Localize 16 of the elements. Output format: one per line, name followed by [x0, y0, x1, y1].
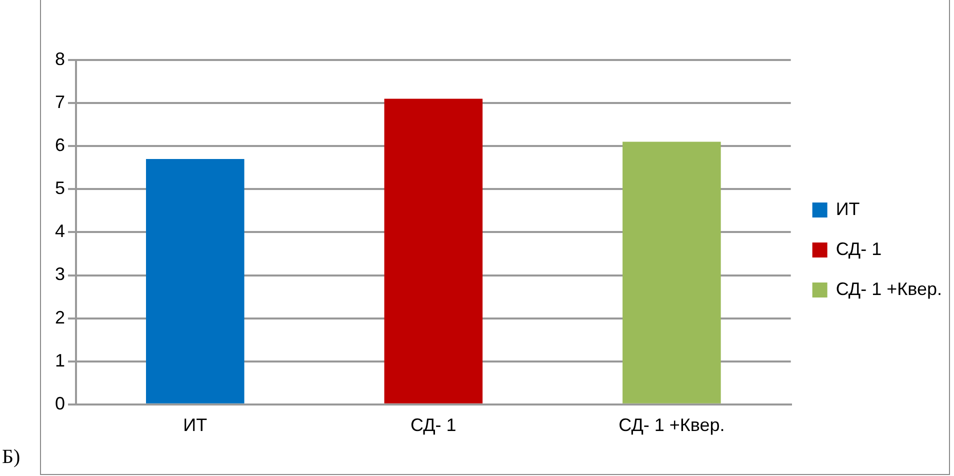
y-tick-label: 6	[54, 135, 66, 156]
legend-label: ИТ	[836, 198, 860, 219]
x-tick-label: СД- 1 +Квер.	[618, 415, 725, 436]
y-tick-label: 8	[54, 48, 66, 69]
legend-label: СД- 1 +Квер.	[836, 278, 942, 299]
legend-label: СД- 1	[836, 238, 882, 259]
x-tick-label: ИТ	[183, 415, 208, 436]
y-tick-label: 2	[54, 307, 66, 328]
y-tick-label: 5	[54, 178, 66, 198]
y-tick-label: 4	[54, 221, 66, 242]
y-tick-label: 0	[54, 393, 66, 414]
text: Б)	[2, 446, 20, 469]
y-tick-label: 3	[54, 264, 66, 284]
y-tick-label: 7	[54, 92, 66, 112]
y-tick-label: 1	[54, 350, 66, 370]
x-tick-label: СД- 1	[410, 415, 456, 436]
